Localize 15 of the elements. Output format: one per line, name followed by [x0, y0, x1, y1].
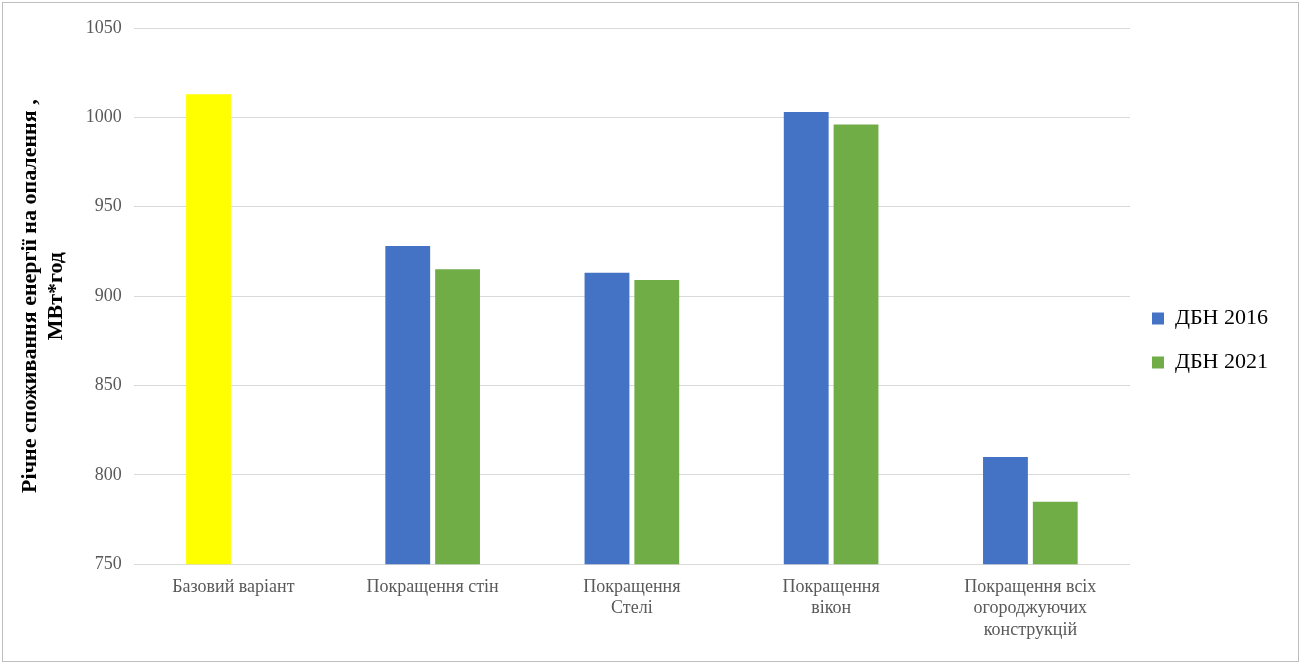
y-tick-label: 750 — [94, 552, 122, 573]
y-tick-label: 1000 — [85, 106, 122, 127]
x-tick-label: Покращення вікон — [782, 575, 880, 618]
legend-label: ДБН 2016 — [1174, 304, 1268, 330]
y-axis-title: Річне споживання енергії на опалення , МВт*год — [15, 99, 68, 493]
x-tick-label: Покращення стін — [366, 575, 500, 596]
y-tick-label: 950 — [94, 195, 122, 216]
x-tick-label: Базовий варіант — [172, 575, 295, 596]
y-tick-label: 800 — [94, 463, 122, 484]
x-tick-label: Покращення всіх огороджуючих конструкцій — [964, 575, 1097, 639]
x-tick-label: Покращення Стелі — [583, 575, 681, 618]
legend-label: ДБН 2021 — [1174, 348, 1268, 374]
y-tick-label: 850 — [94, 374, 122, 395]
y-tick-label: 900 — [94, 284, 122, 305]
y-tick-label: 1050 — [85, 16, 122, 37]
